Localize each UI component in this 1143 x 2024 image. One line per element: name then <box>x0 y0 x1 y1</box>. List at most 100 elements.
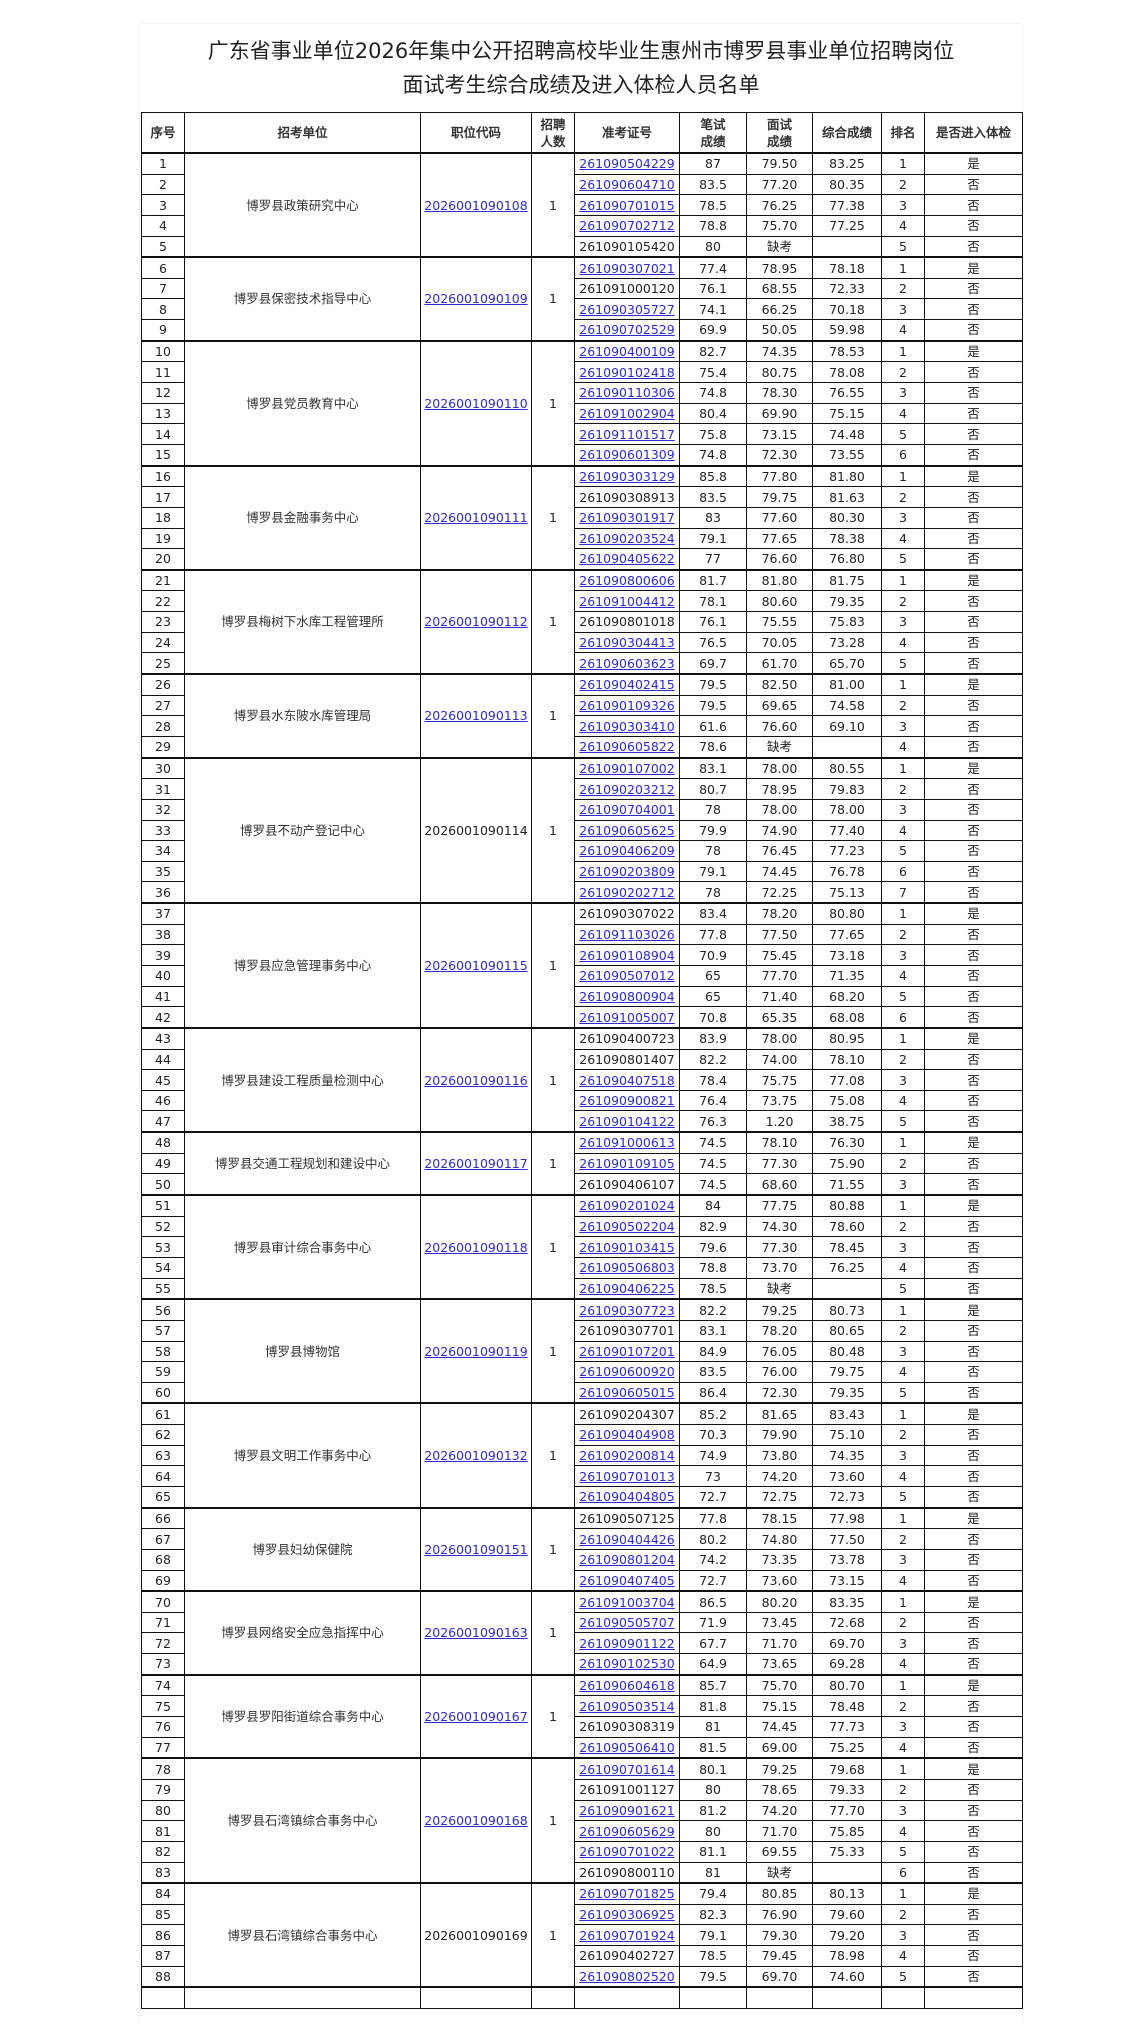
exam-id-cell-link[interactable]: 261090404426 <box>579 1531 675 1547</box>
exam-id-cell[interactable]: 261090701825 <box>574 1882 680 1905</box>
position-code-cell[interactable]: 2026001090151 <box>420 1506 532 1592</box>
position-code-cell[interactable]: 2026001090117 <box>420 1131 532 1196</box>
exam-id-cell-link[interactable]: 261090900821 <box>579 1093 675 1109</box>
exam-id-cell[interactable]: 261090107002 <box>574 756 680 780</box>
exam-id-cell[interactable]: 261090504229 <box>574 151 680 175</box>
position-code-cell[interactable]: 2026001090110 <box>420 339 532 467</box>
exam-id-cell-link[interactable]: 261090400109 <box>579 344 675 360</box>
exam-id-cell-link[interactable]: 261090901122 <box>579 1635 675 1651</box>
exam-id-cell[interactable]: 261090701015 <box>574 194 680 216</box>
exam-id-cell[interactable]: 261091004412 <box>574 590 680 613</box>
exam-id-cell[interactable]: 261090305727 <box>574 298 680 321</box>
exam-id-cell[interactable]: 261090107201 <box>574 1340 680 1363</box>
position-code-cell[interactable]: 2026001090113 <box>420 673 532 759</box>
position-code-cell-link[interactable]: 2026001090115 <box>424 957 528 973</box>
exam-id-cell-link[interactable]: 261090304413 <box>579 635 675 651</box>
exam-id-cell-link[interactable]: 261090701013 <box>579 1468 675 1484</box>
exam-id-cell[interactable]: 261090507012 <box>574 964 680 987</box>
exam-id-cell-link[interactable]: 261090102530 <box>579 1656 675 1672</box>
exam-id-cell[interactable]: 261090102530 <box>574 1653 680 1676</box>
exam-id-cell[interactable]: 261090203809 <box>574 860 680 883</box>
exam-id-cell[interactable]: 261090605822 <box>574 735 680 759</box>
position-code-cell-link[interactable]: 2026001090167 <box>424 1709 528 1725</box>
exam-id-cell[interactable]: 261090200814 <box>574 1444 680 1467</box>
exam-id-cell-link[interactable]: 261090406209 <box>579 843 675 859</box>
position-code-cell[interactable]: 2026001090168 <box>420 1757 532 1884</box>
exam-id-cell-link[interactable]: 261090104122 <box>579 1113 675 1129</box>
exam-id-cell-link[interactable]: 261090702712 <box>579 218 675 234</box>
exam-id-cell[interactable]: 261091003704 <box>574 1590 680 1613</box>
exam-id-cell-link[interactable]: 261090601309 <box>579 447 675 463</box>
exam-id-cell-link[interactable]: 261090701614 <box>579 1761 675 1777</box>
exam-id-cell[interactable]: 261090404805 <box>574 1485 680 1509</box>
position-code-cell[interactable]: 2026001090163 <box>420 1590 532 1676</box>
exam-id-cell-link[interactable]: 261090605625 <box>579 822 675 838</box>
exam-id-cell[interactable]: 261090109326 <box>574 694 680 717</box>
exam-id-cell-link[interactable]: 261090404805 <box>579 1489 675 1505</box>
exam-id-cell-link[interactable]: 261091103026 <box>579 927 675 943</box>
position-code-cell-link[interactable]: 2026001090132 <box>424 1448 528 1464</box>
exam-id-cell-link[interactable]: 261090507012 <box>579 968 675 984</box>
exam-id-cell[interactable]: 261091005007 <box>574 1006 680 1029</box>
exam-id-cell-link[interactable]: 261090402415 <box>579 677 675 693</box>
position-code-cell[interactable]: 2026001090115 <box>420 902 532 1029</box>
position-code-cell-link[interactable]: 2026001090111 <box>424 510 528 526</box>
exam-id-cell[interactable]: 261090102418 <box>574 361 680 384</box>
exam-id-cell-link[interactable]: 261090110306 <box>579 385 675 401</box>
exam-id-cell[interactable]: 261090702529 <box>574 319 680 342</box>
exam-id-cell[interactable]: 261090203524 <box>574 527 680 550</box>
exam-id-cell-link[interactable]: 261090301917 <box>579 510 675 526</box>
exam-id-cell[interactable]: 261090701013 <box>574 1465 680 1487</box>
position-code-cell[interactable]: 2026001090118 <box>420 1194 532 1300</box>
exam-id-cell[interactable]: 261090506803 <box>574 1256 680 1279</box>
exam-id-cell[interactable]: 261090307021 <box>574 256 680 279</box>
exam-id-cell[interactable]: 261090701924 <box>574 1924 680 1947</box>
exam-id-cell[interactable]: 261090304413 <box>574 631 680 654</box>
exam-id-cell[interactable]: 261090103415 <box>574 1236 680 1258</box>
exam-id-cell-link[interactable]: 261090107002 <box>579 760 675 776</box>
position-code-cell[interactable]: 2026001090108 <box>420 151 532 258</box>
exam-id-cell[interactable]: 261090307723 <box>574 1298 680 1321</box>
exam-id-cell-link[interactable]: 261090109326 <box>579 697 675 713</box>
exam-id-cell[interactable]: 261090404426 <box>574 1528 680 1550</box>
exam-id-cell[interactable]: 261090900821 <box>574 1089 680 1112</box>
exam-id-cell[interactable]: 261091101517 <box>574 423 680 445</box>
exam-id-cell-link[interactable]: 261090107201 <box>579 1343 675 1359</box>
exam-id-cell[interactable]: 261090600920 <box>574 1361 680 1383</box>
exam-id-cell-link[interactable]: 261090701022 <box>579 1844 675 1860</box>
exam-id-cell-link[interactable]: 261090802520 <box>579 1969 675 1985</box>
exam-id-cell[interactable]: 261090406209 <box>574 840 680 862</box>
exam-id-cell-link[interactable]: 261090203809 <box>579 864 675 880</box>
exam-id-cell-link[interactable]: 261090502204 <box>579 1218 675 1234</box>
exam-id-cell-link[interactable]: 261090202712 <box>579 884 675 900</box>
exam-id-cell-link[interactable]: 261090801204 <box>579 1552 675 1568</box>
exam-id-cell[interactable]: 261090701022 <box>574 1840 680 1863</box>
exam-id-cell-link[interactable]: 261090103415 <box>579 1239 675 1255</box>
exam-id-cell[interactable]: 261090604618 <box>574 1673 680 1697</box>
position-code-cell-link[interactable]: 2026001090113 <box>424 708 528 724</box>
exam-id-cell-link[interactable]: 261090506803 <box>579 1260 675 1276</box>
position-code-cell[interactable]: 2026001090111 <box>420 464 532 571</box>
exam-id-cell[interactable]: 261090605625 <box>574 819 680 842</box>
exam-id-cell-link[interactable]: 261090604618 <box>579 1678 675 1694</box>
exam-id-cell-link[interactable]: 261090203524 <box>579 530 675 546</box>
exam-id-cell-link[interactable]: 261090800904 <box>579 988 675 1004</box>
exam-id-cell[interactable]: 261090108904 <box>574 944 680 966</box>
position-code-cell-link[interactable]: 2026001090118 <box>424 1239 528 1255</box>
exam-id-cell-link[interactable]: 261090203212 <box>579 781 675 797</box>
exam-id-cell[interactable]: 261090503514 <box>574 1695 680 1718</box>
exam-id-cell[interactable]: 261090605015 <box>574 1381 680 1404</box>
exam-id-cell-link[interactable]: 261090701924 <box>579 1927 675 1943</box>
exam-id-cell-link[interactable]: 261091000613 <box>579 1135 675 1151</box>
exam-id-cell-link[interactable]: 261090306925 <box>579 1907 675 1923</box>
exam-id-cell[interactable]: 261090603623 <box>574 652 680 675</box>
exam-id-cell[interactable]: 261090109105 <box>574 1152 680 1175</box>
exam-id-cell-link[interactable]: 261090702529 <box>579 322 675 338</box>
exam-id-cell-link[interactable]: 261091004412 <box>579 593 675 609</box>
exam-id-cell[interactable]: 261090605629 <box>574 1820 680 1842</box>
exam-id-cell-link[interactable]: 261090505707 <box>579 1615 675 1631</box>
exam-id-cell-link[interactable]: 261090406225 <box>579 1280 675 1296</box>
exam-id-cell[interactable]: 261090306925 <box>574 1903 680 1926</box>
exam-id-cell-link[interactable]: 261090701015 <box>579 197 675 213</box>
exam-id-cell-link[interactable]: 261091002904 <box>579 406 675 421</box>
